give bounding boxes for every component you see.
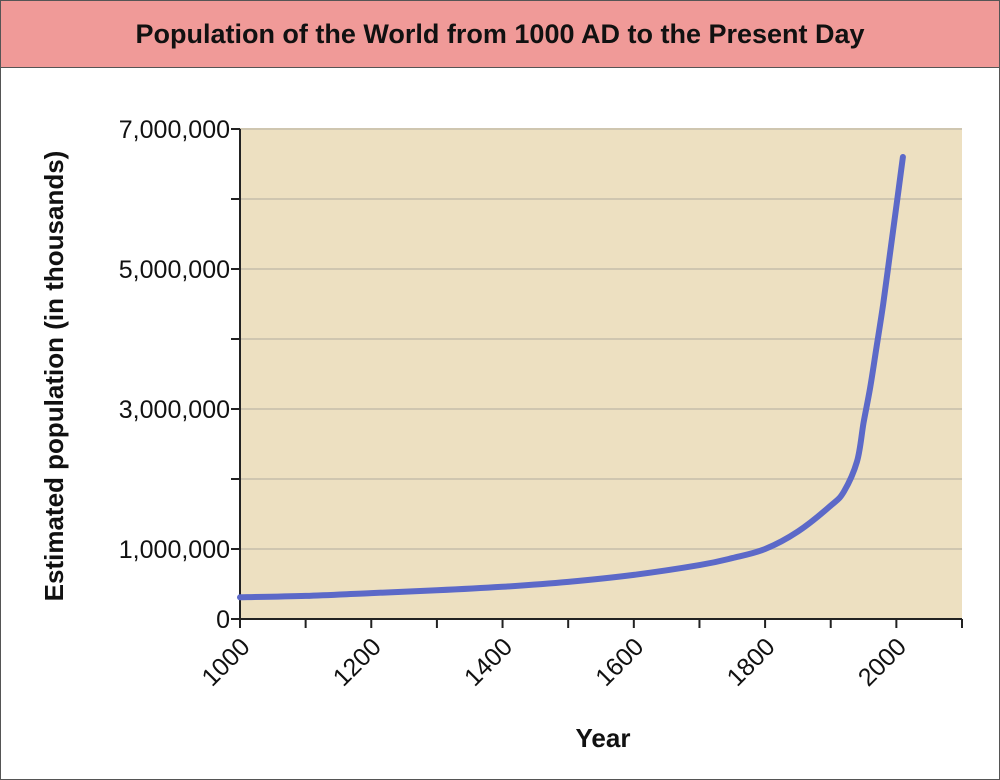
x-tick-label: 1200: [328, 633, 387, 692]
plot-area: [240, 129, 962, 619]
series-line: [237, 154, 906, 601]
y-tick-label: 7,000,000: [119, 116, 230, 144]
x-tick-label: 1400: [459, 633, 518, 692]
chart-title: Population of the World from 1000 AD to …: [135, 18, 865, 49]
x-tick-label: 1600: [590, 633, 649, 692]
x-axis-label: Year: [576, 723, 631, 753]
y-tick-label: 5,000,000: [119, 256, 230, 284]
x-tick-label: 2000: [853, 633, 912, 692]
x-tick-label: 1000: [196, 633, 255, 692]
x-tick-label: 1800: [722, 633, 781, 692]
y-tick-label: 1,000,000: [119, 536, 230, 564]
y-axis-label: Estimated population (in thousands): [39, 151, 69, 602]
tick-marks: [231, 128, 963, 628]
series-group: [237, 154, 906, 601]
grid-lines: [240, 128, 962, 550]
y-tick-label: 0: [216, 606, 230, 634]
title-bar: Population of the World from 1000 AD to …: [1, 1, 999, 68]
y-tick-label: 3,000,000: [119, 396, 230, 424]
axes: [239, 129, 962, 620]
